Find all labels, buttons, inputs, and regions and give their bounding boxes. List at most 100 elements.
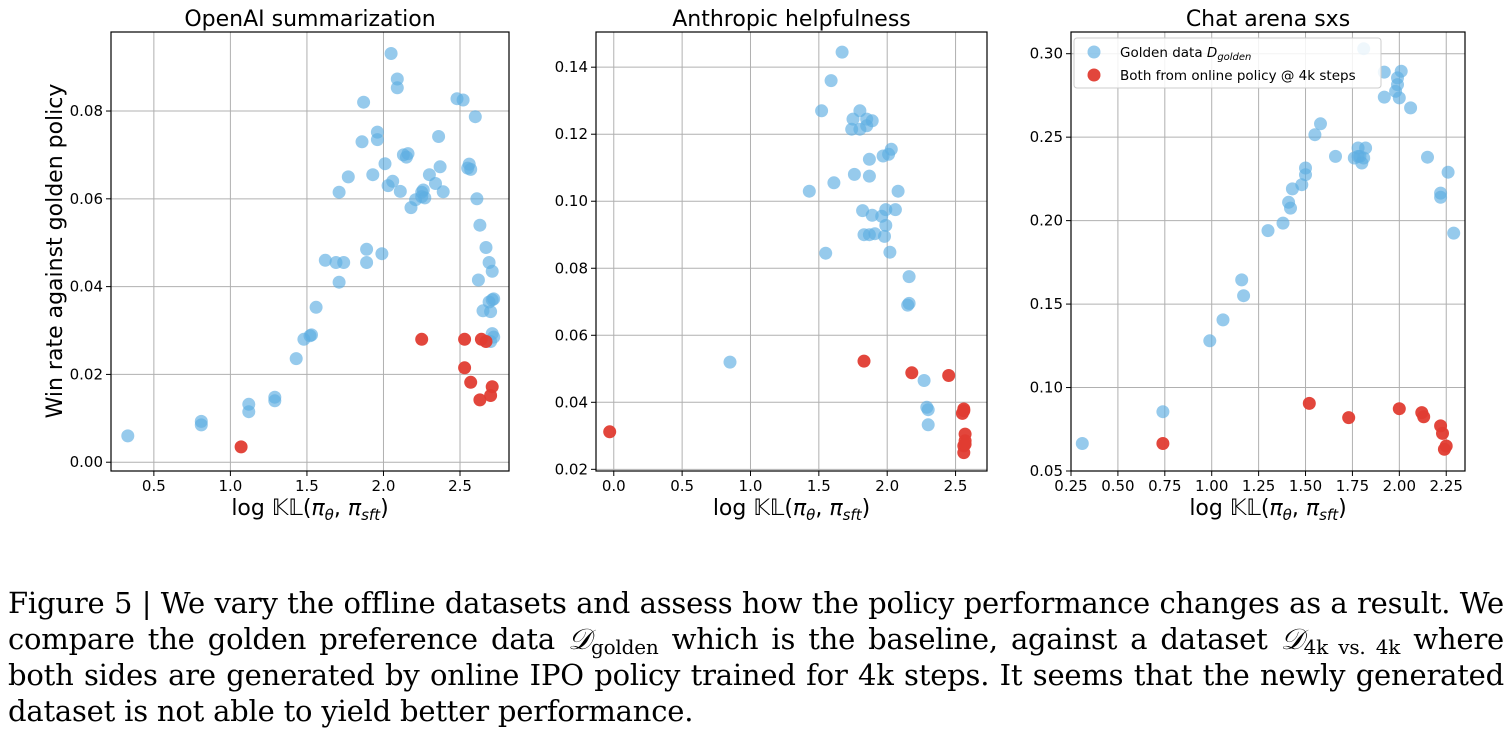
golden-point [429, 177, 442, 190]
series-golden [723, 45, 935, 432]
golden-point [384, 47, 398, 60]
golden-point [337, 256, 351, 269]
online-point [1156, 437, 1170, 450]
online-point [415, 332, 429, 346]
online-point [958, 437, 972, 451]
x-tick-label: 1.00 [1195, 477, 1228, 495]
x-tick-label: 1.25 [1242, 477, 1275, 495]
golden-point [1377, 90, 1391, 104]
golden-point [815, 104, 829, 118]
legend-box [1073, 37, 1382, 89]
online-point [458, 332, 472, 346]
golden-point [487, 292, 501, 306]
golden-point [865, 208, 879, 222]
golden-point [878, 229, 891, 243]
golden-point [879, 203, 893, 217]
golden-point [484, 305, 498, 319]
legend-golden-marker [1087, 45, 1101, 59]
golden-point [1308, 128, 1322, 142]
y-tick-label: 0.02 [70, 365, 103, 383]
golden-point [375, 247, 389, 261]
golden-point [1447, 226, 1461, 240]
x-tick-label: 0.25 [1054, 477, 1087, 495]
golden-point [355, 135, 369, 149]
golden-point [1329, 149, 1342, 163]
y-tick-label: 0.06 [555, 326, 588, 344]
golden-point [1235, 273, 1249, 287]
x-axis-label: log 𝕂𝕃(πθ, πsft) [231, 496, 388, 524]
golden-point [386, 174, 400, 188]
x-tick-label: 2.0 [875, 477, 899, 495]
golden-point [390, 81, 404, 95]
golden-point [865, 114, 879, 128]
golden-point [418, 191, 432, 205]
golden-point [1434, 190, 1448, 204]
chart-title: Chat arena sxs [1186, 7, 1350, 32]
golden-point [1156, 405, 1170, 419]
x-tick-label: 2.5 [944, 477, 968, 495]
online-point [1436, 426, 1449, 440]
online-point [485, 380, 499, 394]
y-tick-label: 0.04 [70, 278, 103, 296]
golden-point [1357, 151, 1371, 165]
series-online [234, 332, 499, 454]
x-tick-label: 1.50 [1289, 477, 1322, 495]
golden-point [835, 45, 849, 59]
golden-point [456, 93, 470, 107]
online-point [473, 393, 487, 407]
golden-point [479, 241, 493, 254]
golden-point [884, 142, 898, 156]
x-tick-label: 1.0 [218, 477, 242, 495]
x-axis-label: log 𝕂𝕃(πθ, πsft) [1189, 496, 1346, 524]
y-tick-label: 0.08 [70, 102, 103, 120]
chart-title: Anthropic helpfulness [672, 7, 911, 32]
legend-online-marker [1087, 68, 1101, 82]
golden-point [433, 160, 447, 174]
y-tick-label: 0.10 [555, 192, 588, 210]
golden-point [902, 296, 916, 310]
golden-point [341, 170, 355, 184]
golden-point [332, 275, 346, 289]
y-tick-label: 0.20 [1030, 212, 1063, 230]
golden-point [1075, 437, 1089, 450]
online-point [957, 402, 971, 416]
y-tick-label: 0.05 [1030, 462, 1063, 480]
golden-point [471, 273, 485, 287]
online-point [458, 361, 472, 375]
golden-point [393, 184, 407, 198]
online-point [603, 425, 617, 439]
golden-point [879, 218, 893, 232]
golden-point [1391, 78, 1404, 92]
online-point [958, 427, 972, 441]
golden-point [1404, 101, 1418, 115]
x-tick-label: 1.75 [1336, 477, 1369, 495]
golden-point [723, 355, 737, 369]
online-point [857, 354, 871, 368]
golden-point [464, 162, 478, 176]
y-tick-label: 0.12 [555, 125, 588, 143]
golden-point [378, 157, 392, 171]
online-point [905, 366, 919, 380]
golden-point [1216, 313, 1230, 327]
y-tick-label: 0.15 [1030, 295, 1063, 313]
caption-math-golden: 𝒟 [568, 622, 591, 656]
golden-point [917, 374, 931, 387]
golden-point [862, 169, 876, 183]
x-tick-label: 1.0 [739, 477, 763, 495]
legend: Golden data Dgolden Both from online poli… [1073, 37, 1382, 89]
online-point [1302, 396, 1316, 410]
golden-point [318, 253, 332, 267]
golden-point [1276, 216, 1290, 230]
golden-point [332, 185, 346, 199]
x-tick-label: 2.00 [1383, 477, 1416, 495]
golden-point [309, 300, 323, 314]
online-point [464, 375, 478, 389]
x-tick-label: 2.5 [448, 477, 472, 495]
golden-point [357, 95, 371, 109]
figure: 0.5 1.0 1.5 2.0 2.5 0.00 0.02 0.04 0.06 0.08 OpenA… [43, 7, 1466, 524]
caption-part2: which is the baseline, against a dataset [658, 622, 1281, 656]
series-golden [1075, 42, 1461, 450]
y-axis-label: Win rate against golden policy [43, 84, 68, 419]
legend-golden-label: Golden data Dgolden [1120, 45, 1251, 63]
golden-point [1203, 334, 1217, 348]
